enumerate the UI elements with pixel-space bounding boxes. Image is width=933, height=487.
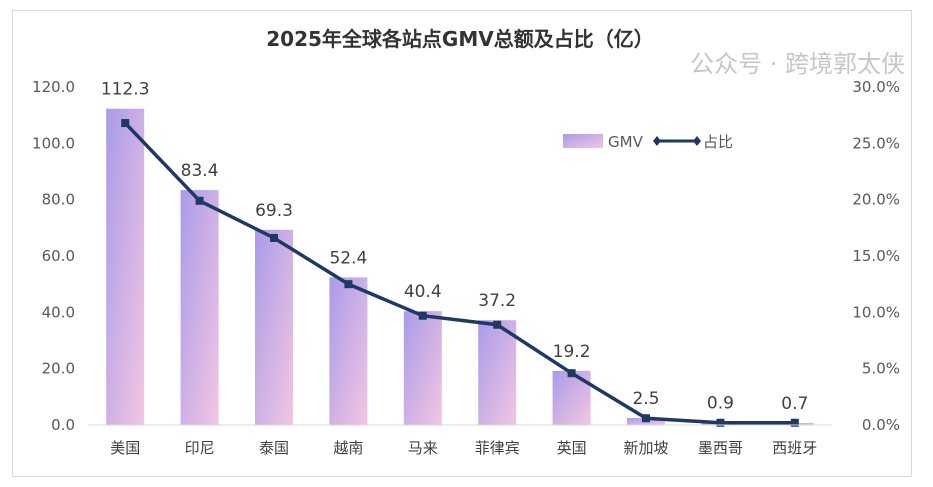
bar-美国 bbox=[106, 108, 145, 426]
legend-gmv-label: GMV bbox=[608, 133, 644, 151]
data-label: 83.4 bbox=[181, 161, 219, 181]
y2-tick-label: 25.0% bbox=[852, 134, 900, 152]
share-point bbox=[716, 418, 725, 427]
y2-tick-label: 0.0% bbox=[862, 416, 900, 434]
data-label: 19.2 bbox=[553, 342, 591, 362]
watermark: 公众号 · 跨境郭太侠 bbox=[690, 50, 905, 78]
share-point bbox=[195, 196, 204, 205]
share-point bbox=[493, 320, 502, 329]
category-label: 泰国 bbox=[259, 439, 289, 457]
share-point bbox=[270, 233, 278, 242]
share-point bbox=[642, 414, 650, 423]
data-label: 2.5 bbox=[632, 389, 659, 409]
y2-tick-label: 5.0% bbox=[862, 360, 900, 378]
data-label: 40.4 bbox=[404, 282, 442, 302]
y-tick-label: 40.0 bbox=[42, 303, 75, 321]
share-point bbox=[567, 369, 576, 378]
bar-泰国 bbox=[255, 229, 293, 425]
legend-share-label: 占比 bbox=[703, 133, 733, 151]
y2-tick-label: 15.0% bbox=[852, 247, 900, 265]
bar-马来 bbox=[403, 311, 442, 425]
legend-gmv-swatch bbox=[563, 134, 603, 148]
category-label: 马来 bbox=[408, 439, 438, 457]
chart-frame bbox=[12, 10, 912, 477]
data-label: 112.3 bbox=[101, 80, 150, 100]
y-tick-label: 100.0 bbox=[32, 134, 75, 152]
y-tick-label: 0.0 bbox=[51, 416, 75, 434]
share-line bbox=[123, 121, 795, 425]
chart-title: 2025年全球各站点GMV总额及占比（亿） bbox=[266, 27, 653, 51]
category-label: 菲律宾 bbox=[475, 439, 520, 457]
category-label: 墨西哥 bbox=[698, 439, 743, 457]
category-label: 越南 bbox=[333, 439, 363, 457]
category-label: 新加坡 bbox=[623, 439, 668, 457]
bar-菲律宾 bbox=[478, 320, 517, 425]
data-label: 69.3 bbox=[255, 201, 293, 221]
y-tick-label: 120.0 bbox=[32, 78, 75, 96]
bar-印尼 bbox=[180, 190, 219, 425]
bar-越南 bbox=[329, 277, 368, 425]
category-label: 英国 bbox=[557, 439, 587, 457]
bar-英国 bbox=[552, 370, 591, 425]
category-label: 印尼 bbox=[185, 439, 215, 457]
y-tick-label: 80.0 bbox=[42, 191, 75, 209]
category-label: 美国 bbox=[110, 439, 140, 457]
share-point bbox=[790, 418, 799, 427]
legend: GMV 占比 bbox=[563, 133, 733, 151]
category-label: 西班牙 bbox=[772, 439, 817, 457]
data-label: 0.9 bbox=[707, 393, 734, 413]
data-label: 52.4 bbox=[329, 248, 367, 268]
share-point bbox=[418, 311, 427, 320]
y2-tick-label: 10.0% bbox=[852, 303, 900, 321]
y-tick-label: 60.0 bbox=[42, 247, 75, 265]
legend-marker-icon bbox=[653, 136, 701, 146]
y-tick-label: 20.0 bbox=[42, 360, 75, 378]
share-point bbox=[121, 119, 130, 128]
y2-tick-label: 30.0% bbox=[852, 78, 900, 96]
data-label: 37.2 bbox=[478, 291, 516, 311]
y2-tick-label: 20.0% bbox=[852, 191, 900, 209]
share-point bbox=[344, 280, 353, 289]
data-label: 0.7 bbox=[781, 394, 808, 414]
